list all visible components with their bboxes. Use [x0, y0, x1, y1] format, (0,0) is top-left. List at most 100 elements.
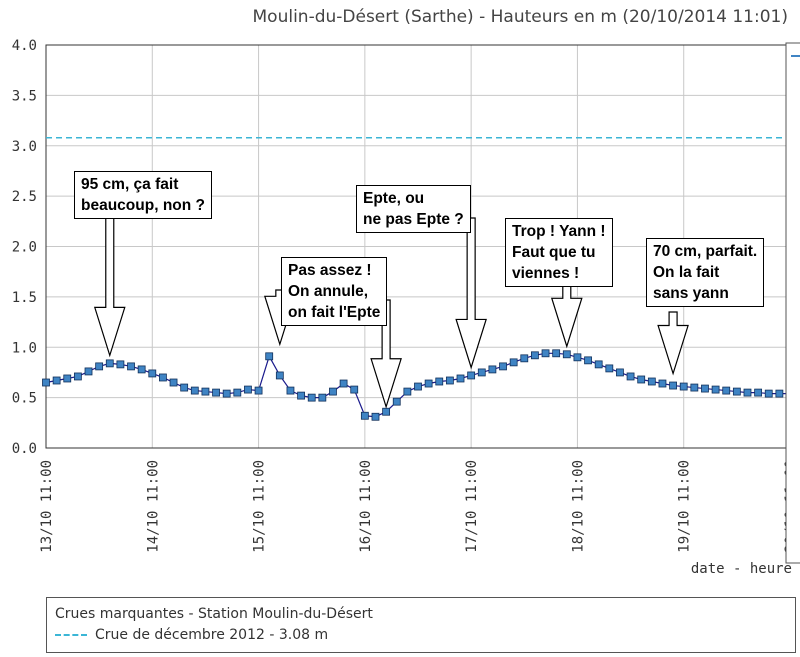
- data-point: [711, 385, 720, 394]
- x-tick-label: 17/10 11:00: [464, 460, 480, 553]
- x-tick-label: 18/10 11:00: [570, 460, 586, 553]
- data-point: [605, 364, 614, 373]
- data-point: [371, 412, 380, 421]
- data-point: [95, 362, 104, 371]
- data-point: [732, 387, 741, 396]
- data-point: [488, 365, 497, 374]
- x-tick-label: 19/10 11:00: [677, 460, 693, 553]
- data-point: [222, 389, 231, 398]
- data-point: [403, 387, 412, 396]
- annotation-arrow: [370, 299, 402, 409]
- data-point: [382, 407, 391, 416]
- data-point: [531, 351, 539, 360]
- y-tick-label: 2.5: [12, 189, 37, 205]
- data-point: [42, 378, 50, 387]
- data-point: [647, 377, 656, 386]
- data-point: [127, 362, 135, 371]
- data-point: [244, 385, 252, 394]
- data-point: [499, 362, 507, 371]
- data-point: [307, 393, 316, 402]
- series: [42, 349, 794, 421]
- data-point: [445, 376, 454, 385]
- data-point: [616, 368, 624, 377]
- annotation-callout: Trop ! Yann ! Faut que tu viennes !: [505, 218, 613, 287]
- x-tick-label: 13/10 11:00: [39, 460, 55, 553]
- data-point: [286, 386, 295, 395]
- data-point: [775, 389, 784, 398]
- data-point: [509, 358, 518, 367]
- data-point: [360, 411, 369, 420]
- data-point: [435, 377, 444, 386]
- data-point: [350, 385, 359, 394]
- x-tick-label: 16/10 11:00: [358, 460, 374, 553]
- annotation-arrow: [657, 311, 689, 376]
- data-point: [73, 372, 82, 381]
- annotation-arrow: [455, 217, 487, 370]
- y-tick-label: 2.0: [12, 240, 37, 256]
- y-tick-label: 1.0: [12, 340, 37, 356]
- data-point: [637, 375, 646, 384]
- annotation-callout: 70 cm, parfait. On la fait sans yann: [646, 238, 765, 307]
- data-point: [414, 382, 422, 391]
- x-tick-label: 15/10 11:00: [252, 460, 268, 553]
- data-point: [722, 386, 731, 395]
- data-point: [392, 397, 401, 406]
- data-point: [573, 353, 582, 362]
- x-tick-label: 14/10 11:00: [145, 460, 161, 553]
- data-point: [159, 373, 167, 382]
- data-point: [212, 388, 220, 397]
- annotation-callout: 95 cm, ça fait beaucoup, non ?: [74, 171, 212, 219]
- data-point: [148, 369, 157, 378]
- data-point: [477, 368, 486, 377]
- chart-title: Moulin-du-Désert (Sarthe) - Hauteurs en …: [253, 7, 789, 27]
- legend-title: Crues marquantes - Station Moulin-du-Dés…: [55, 606, 373, 622]
- y-tick-label: 4.0: [12, 38, 37, 54]
- legend-swatch: [55, 634, 87, 636]
- data-point: [754, 388, 763, 397]
- annotation-arrow: [550, 285, 583, 349]
- data-point: [701, 384, 709, 393]
- data-point: [329, 387, 337, 396]
- legend: Crues marquantes - Station Moulin-du-Dés…: [46, 597, 796, 653]
- data-point: [265, 352, 274, 361]
- data-point: [190, 386, 199, 395]
- y-tick-label: 0.0: [12, 441, 37, 457]
- data-point: [201, 387, 210, 396]
- data-point: [690, 383, 699, 392]
- legend-entry-label: Crue de décembre 2012 - 3.08 m: [95, 627, 329, 643]
- y-tick-label: 0.5: [12, 391, 37, 407]
- y-tick-label: 3.0: [12, 139, 37, 155]
- data-point: [297, 391, 305, 400]
- x-axis: 13/10 11:00 14/10 11:00 15/10 11:00 16/10 1…: [39, 460, 799, 553]
- data-point: [541, 349, 550, 358]
- data-point: [764, 389, 773, 398]
- data-point: [424, 379, 433, 388]
- data-point: [743, 388, 752, 397]
- data-point: [84, 367, 93, 376]
- data-point: [169, 378, 178, 387]
- data-point: [105, 359, 114, 368]
- data-point: [116, 360, 125, 369]
- data-point: [180, 383, 189, 392]
- data-point: [318, 393, 327, 402]
- y-tick-label: 1.5: [12, 290, 37, 306]
- data-point: [339, 379, 348, 388]
- y-tick-label: 3.5: [12, 88, 37, 104]
- data-point: [275, 371, 284, 380]
- annotation-callout: Epte, ou ne pas Epte ?: [356, 185, 471, 233]
- y-axis: 0.0 0.5 1.0 1.5 2.0 2.5 3.0 3.5 4.0: [12, 38, 37, 457]
- data-point: [520, 354, 529, 363]
- legend-stub: [785, 42, 800, 564]
- data-point: [52, 376, 61, 385]
- data-point: [658, 379, 667, 388]
- data-point: [137, 365, 146, 374]
- annotation-callout: Pas assez ! On annule, on fait l'Epte: [281, 257, 388, 326]
- data-point: [552, 349, 561, 358]
- data-point: [562, 350, 571, 359]
- data-point: [456, 374, 465, 383]
- data-point: [669, 381, 677, 390]
- data-point: [233, 388, 242, 397]
- data-point: [467, 371, 476, 380]
- legend-entry-crue-2012: Crue de décembre 2012 - 3.08 m: [55, 627, 328, 643]
